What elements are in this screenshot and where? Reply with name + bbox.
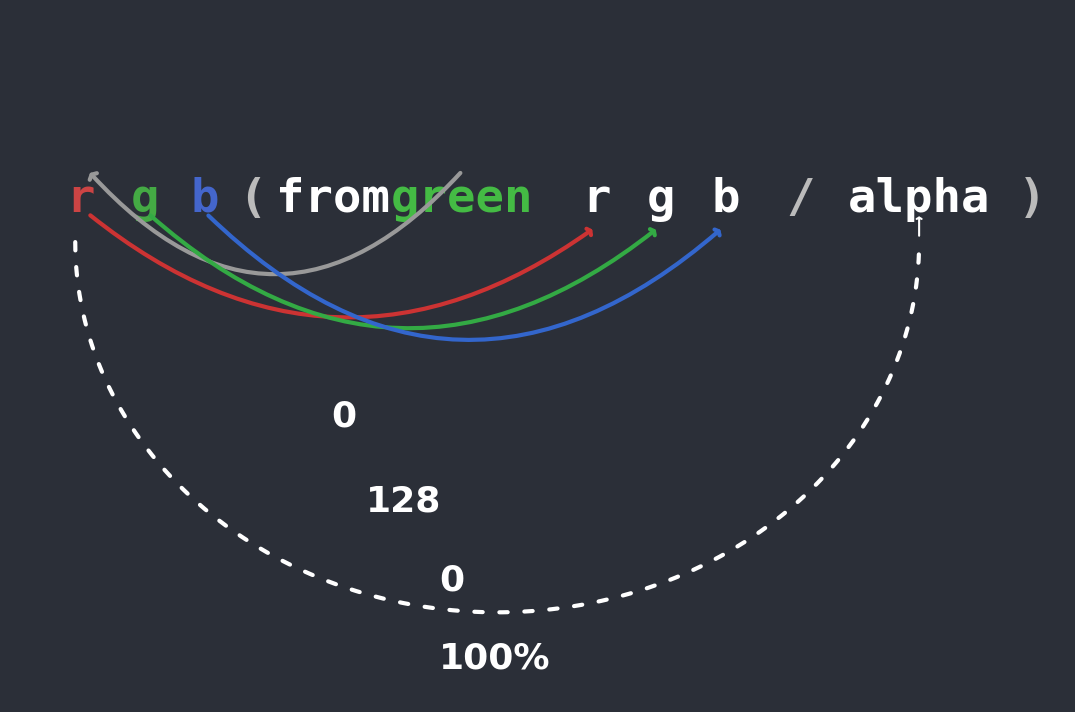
Text: r: r [67,177,95,222]
Text: alpha: alpha [848,177,990,222]
Text: from: from [276,177,390,222]
Text: 128: 128 [366,485,441,519]
Text: r: r [583,177,611,222]
Text: 0: 0 [439,563,464,597]
Text: b: b [190,177,218,222]
Text: 100%: 100% [439,642,550,676]
Text: (: ( [239,177,267,222]
Text: /: / [787,177,815,222]
Text: g: g [647,177,675,222]
Text: g: g [131,177,159,222]
Text: ): ) [1018,177,1046,222]
Text: b: b [712,177,740,222]
Text: 0: 0 [331,399,357,434]
Text: green: green [391,177,533,222]
